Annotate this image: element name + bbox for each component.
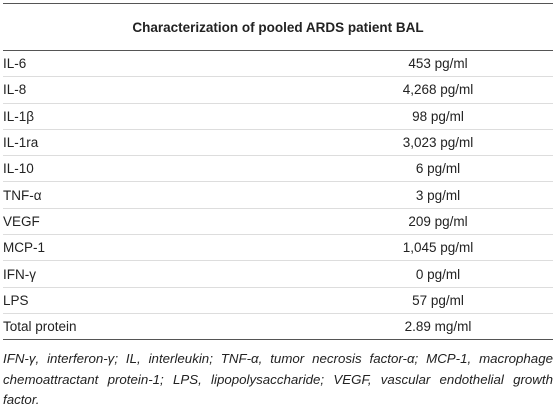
row-value: 57 pg/ml xyxy=(323,287,553,314)
data-table: Characterization of pooled ARDS patient … xyxy=(3,3,553,341)
table-row: IFN-γ 0 pg/ml xyxy=(3,260,553,288)
table-row: MCP-1 1,045 pg/ml xyxy=(3,234,553,262)
row-value: 3,023 pg/ml xyxy=(323,129,553,157)
row-label: IFN-γ xyxy=(3,260,323,288)
row-value: 3 pg/ml xyxy=(323,181,553,209)
row-label: TNF-α xyxy=(3,181,323,209)
row-label: IL-8 xyxy=(3,76,323,104)
table-row: Total protein 2.89 mg/ml xyxy=(3,313,553,341)
row-label: MCP-1 xyxy=(3,234,323,262)
row-value: 98 pg/ml xyxy=(323,103,553,130)
table-row: LPS 57 pg/ml xyxy=(3,287,553,314)
row-label: IL-1β xyxy=(3,103,323,130)
header-row: Characterization of pooled ARDS patient … xyxy=(3,3,553,51)
table-row: TNF-α 3 pg/ml xyxy=(3,181,553,209)
row-value: 453 pg/ml xyxy=(323,50,553,78)
row-value: 2.89 mg/ml xyxy=(323,313,553,341)
table-row: IL-1ra 3,023 pg/ml xyxy=(3,129,553,157)
row-label: LPS xyxy=(3,287,323,314)
row-label: IL-10 xyxy=(3,155,323,183)
row-label: Total protein xyxy=(3,313,323,341)
table-row: VEGF 209 pg/ml xyxy=(3,208,553,236)
row-value: 209 pg/ml xyxy=(323,208,553,236)
table-row: IL-10 6 pg/ml xyxy=(3,155,553,183)
row-value: 0 pg/ml xyxy=(323,260,553,288)
table-row: IL-1β 98 pg/ml xyxy=(3,103,553,130)
row-label: VEGF xyxy=(3,208,323,236)
footnote: IFN-γ, interferon-γ; IL, interleukin; TN… xyxy=(3,351,553,408)
table-row: IL-8 4,268 pg/ml xyxy=(3,76,553,104)
row-value: 4,268 pg/ml xyxy=(323,76,553,104)
row-value: 6 pg/ml xyxy=(323,155,553,183)
table-title: Characterization of pooled ARDS patient … xyxy=(3,3,553,51)
table-body: IL-6 453 pg/ml IL-8 4,268 pg/ml IL-1β 98 pg/m… xyxy=(3,50,553,341)
row-label: IL-1ra xyxy=(3,129,323,157)
table-row: IL-6 453 pg/ml xyxy=(3,50,553,78)
row-label: IL-6 xyxy=(3,50,323,78)
row-value: 1,045 pg/ml xyxy=(323,234,553,262)
